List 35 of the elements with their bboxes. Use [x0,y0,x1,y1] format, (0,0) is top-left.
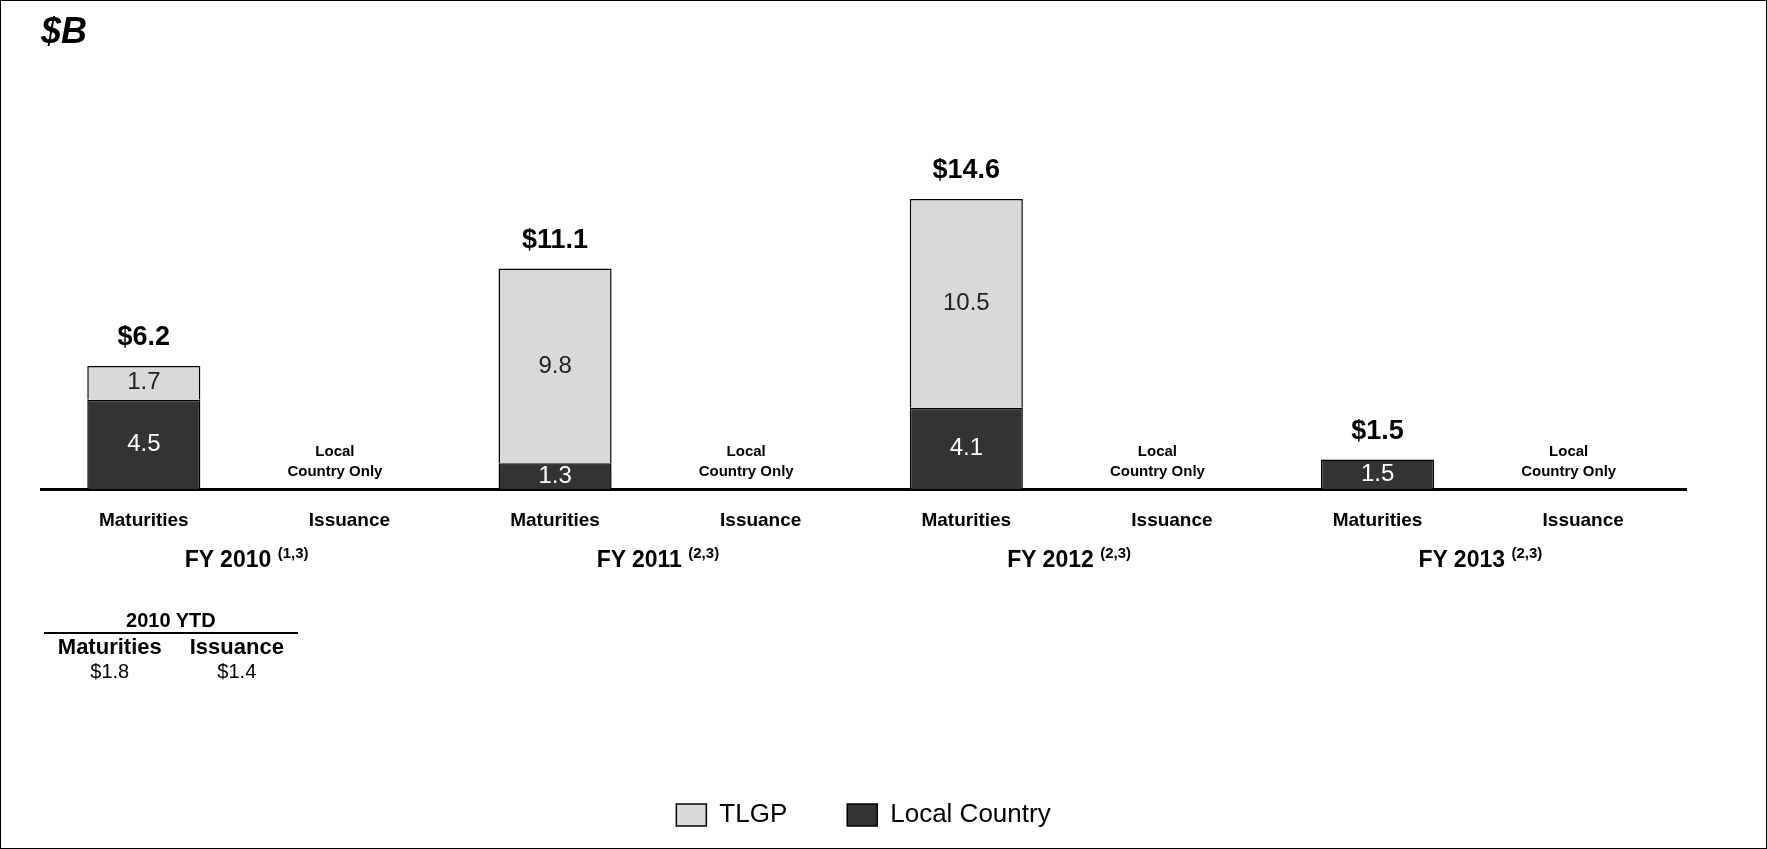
x-tick-label: Issuance [720,508,802,530]
x-tick-label: Maturities [921,508,1012,530]
text: Issuance [188,633,285,661]
data-label: 4.5 [127,429,161,457]
chart-title: $B [40,9,88,51]
text: FY 2012 $^{(2,3)}$ [1007,544,1132,573]
total-label: $6.2 [117,321,171,352]
text: 2010 YTD [43,609,298,634]
x-tick-label: Issuance [1131,508,1213,530]
x-tick-label: Issuance [1542,508,1624,530]
text: Maturities [56,633,163,661]
total-label: $11.1 [522,224,589,255]
x-tick-label: Maturities [98,508,189,530]
text: FY 2010 $^{(1,3)}$ [184,544,309,573]
annotation: Local Country Only [698,441,794,482]
annotation: Local Country Only [1109,441,1205,482]
x-tick-label: Maturities [510,508,600,530]
text: FY 2011 $^{(2,3)}$ [596,544,720,573]
annotation: Local Country Only [287,441,383,482]
x-tick-label: Issuance [308,508,391,530]
text: $1.8 [89,660,131,684]
text: $1.4 [216,660,258,684]
total-label: $1.5 [1351,414,1404,445]
total-label: $14.6 [932,154,1001,185]
data-label: 9.8 [538,350,572,378]
data-label: 4.1 [949,433,983,461]
data-label: 1.3 [538,460,572,488]
annotation: Local Country Only [1521,441,1617,482]
data-label: 1.5 [1360,458,1395,486]
data-label: 10.5 [942,287,990,315]
legend-label: Local Country [890,798,1051,829]
legend-label: TLGP [719,798,788,829]
text: FY 2013 $^{(2,3)}$ [1418,544,1543,573]
x-tick-label: Maturities [1332,508,1423,530]
data-label: 1.7 [127,367,161,395]
